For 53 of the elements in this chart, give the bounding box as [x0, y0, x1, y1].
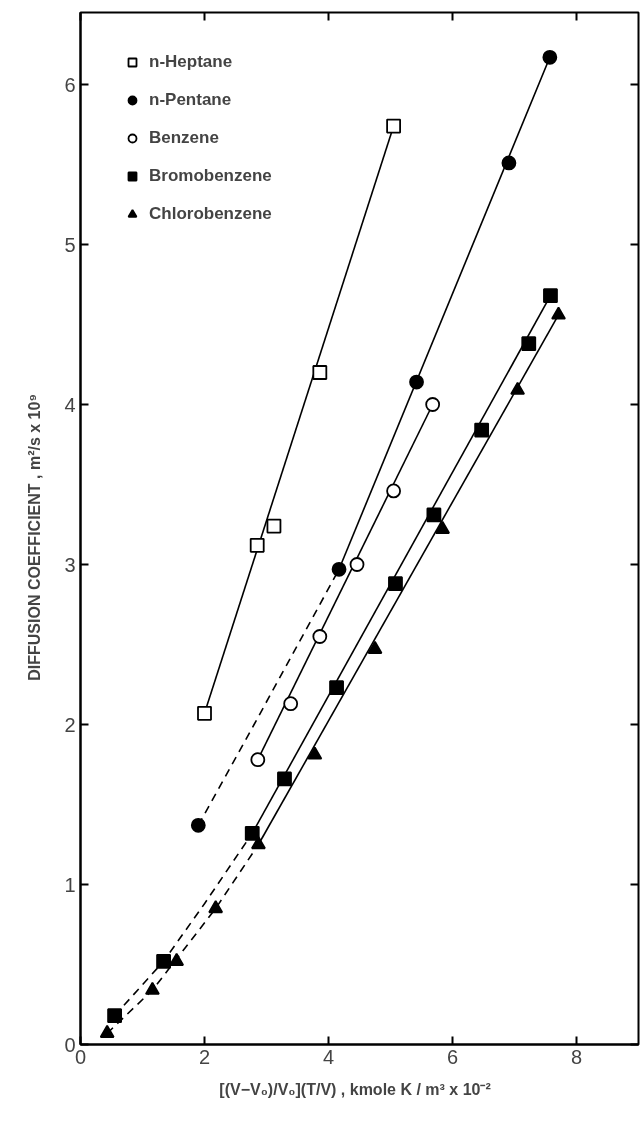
point [251, 836, 266, 850]
point [145, 981, 160, 995]
legend-label: n-Pentane [149, 90, 232, 110]
point [208, 900, 224, 914]
point [250, 752, 266, 768]
x-tick-label: 8 [570, 1045, 583, 1068]
point [277, 771, 292, 787]
point [386, 483, 401, 499]
legend-label: Bromobenzene [149, 166, 272, 186]
y-tick-label: 5 [64, 233, 76, 256]
point [190, 817, 206, 833]
point [266, 518, 282, 534]
x-tick-label: 6 [446, 1045, 459, 1068]
point [107, 1008, 122, 1024]
point [542, 49, 558, 65]
point [169, 952, 184, 966]
point [388, 576, 403, 592]
y-tick-label: 2 [64, 713, 76, 736]
point [367, 640, 383, 654]
point [501, 155, 517, 171]
y-tick-label: 1 [64, 873, 76, 896]
point [329, 680, 344, 696]
point [307, 746, 323, 760]
point [349, 557, 365, 572]
y-tick-label: 3 [64, 553, 76, 576]
y-tick-label: 6 [64, 73, 76, 96]
point [312, 365, 328, 380]
point [510, 381, 525, 395]
y-axis-title: DIFFUSION COEFFICIENT , m²/s x 10⁹ [26, 394, 44, 681]
x-tick-label: 4 [322, 1045, 335, 1068]
point [99, 1024, 115, 1038]
point [425, 397, 441, 412]
point [426, 507, 442, 523]
legend-label: n-Heptane [149, 52, 233, 72]
point [435, 520, 450, 534]
x-axis-title: [(V−V₀)/V₀](T/V) , kmole K / m³ x 10⁻² [219, 1080, 491, 1098]
point [312, 629, 328, 644]
point [283, 696, 299, 712]
point [249, 537, 265, 553]
point [409, 374, 424, 390]
legend-label: Chlorobenzene [149, 204, 272, 224]
point [386, 118, 401, 134]
point [474, 422, 490, 438]
legend-label: Benzene [149, 128, 219, 148]
point [551, 306, 566, 320]
point [331, 561, 347, 577]
x-tick-label: 2 [198, 1045, 211, 1068]
y-tick-label: 4 [64, 393, 76, 416]
point [543, 288, 558, 304]
point [244, 825, 260, 841]
point [521, 336, 537, 352]
point [197, 705, 212, 721]
point [156, 953, 171, 969]
